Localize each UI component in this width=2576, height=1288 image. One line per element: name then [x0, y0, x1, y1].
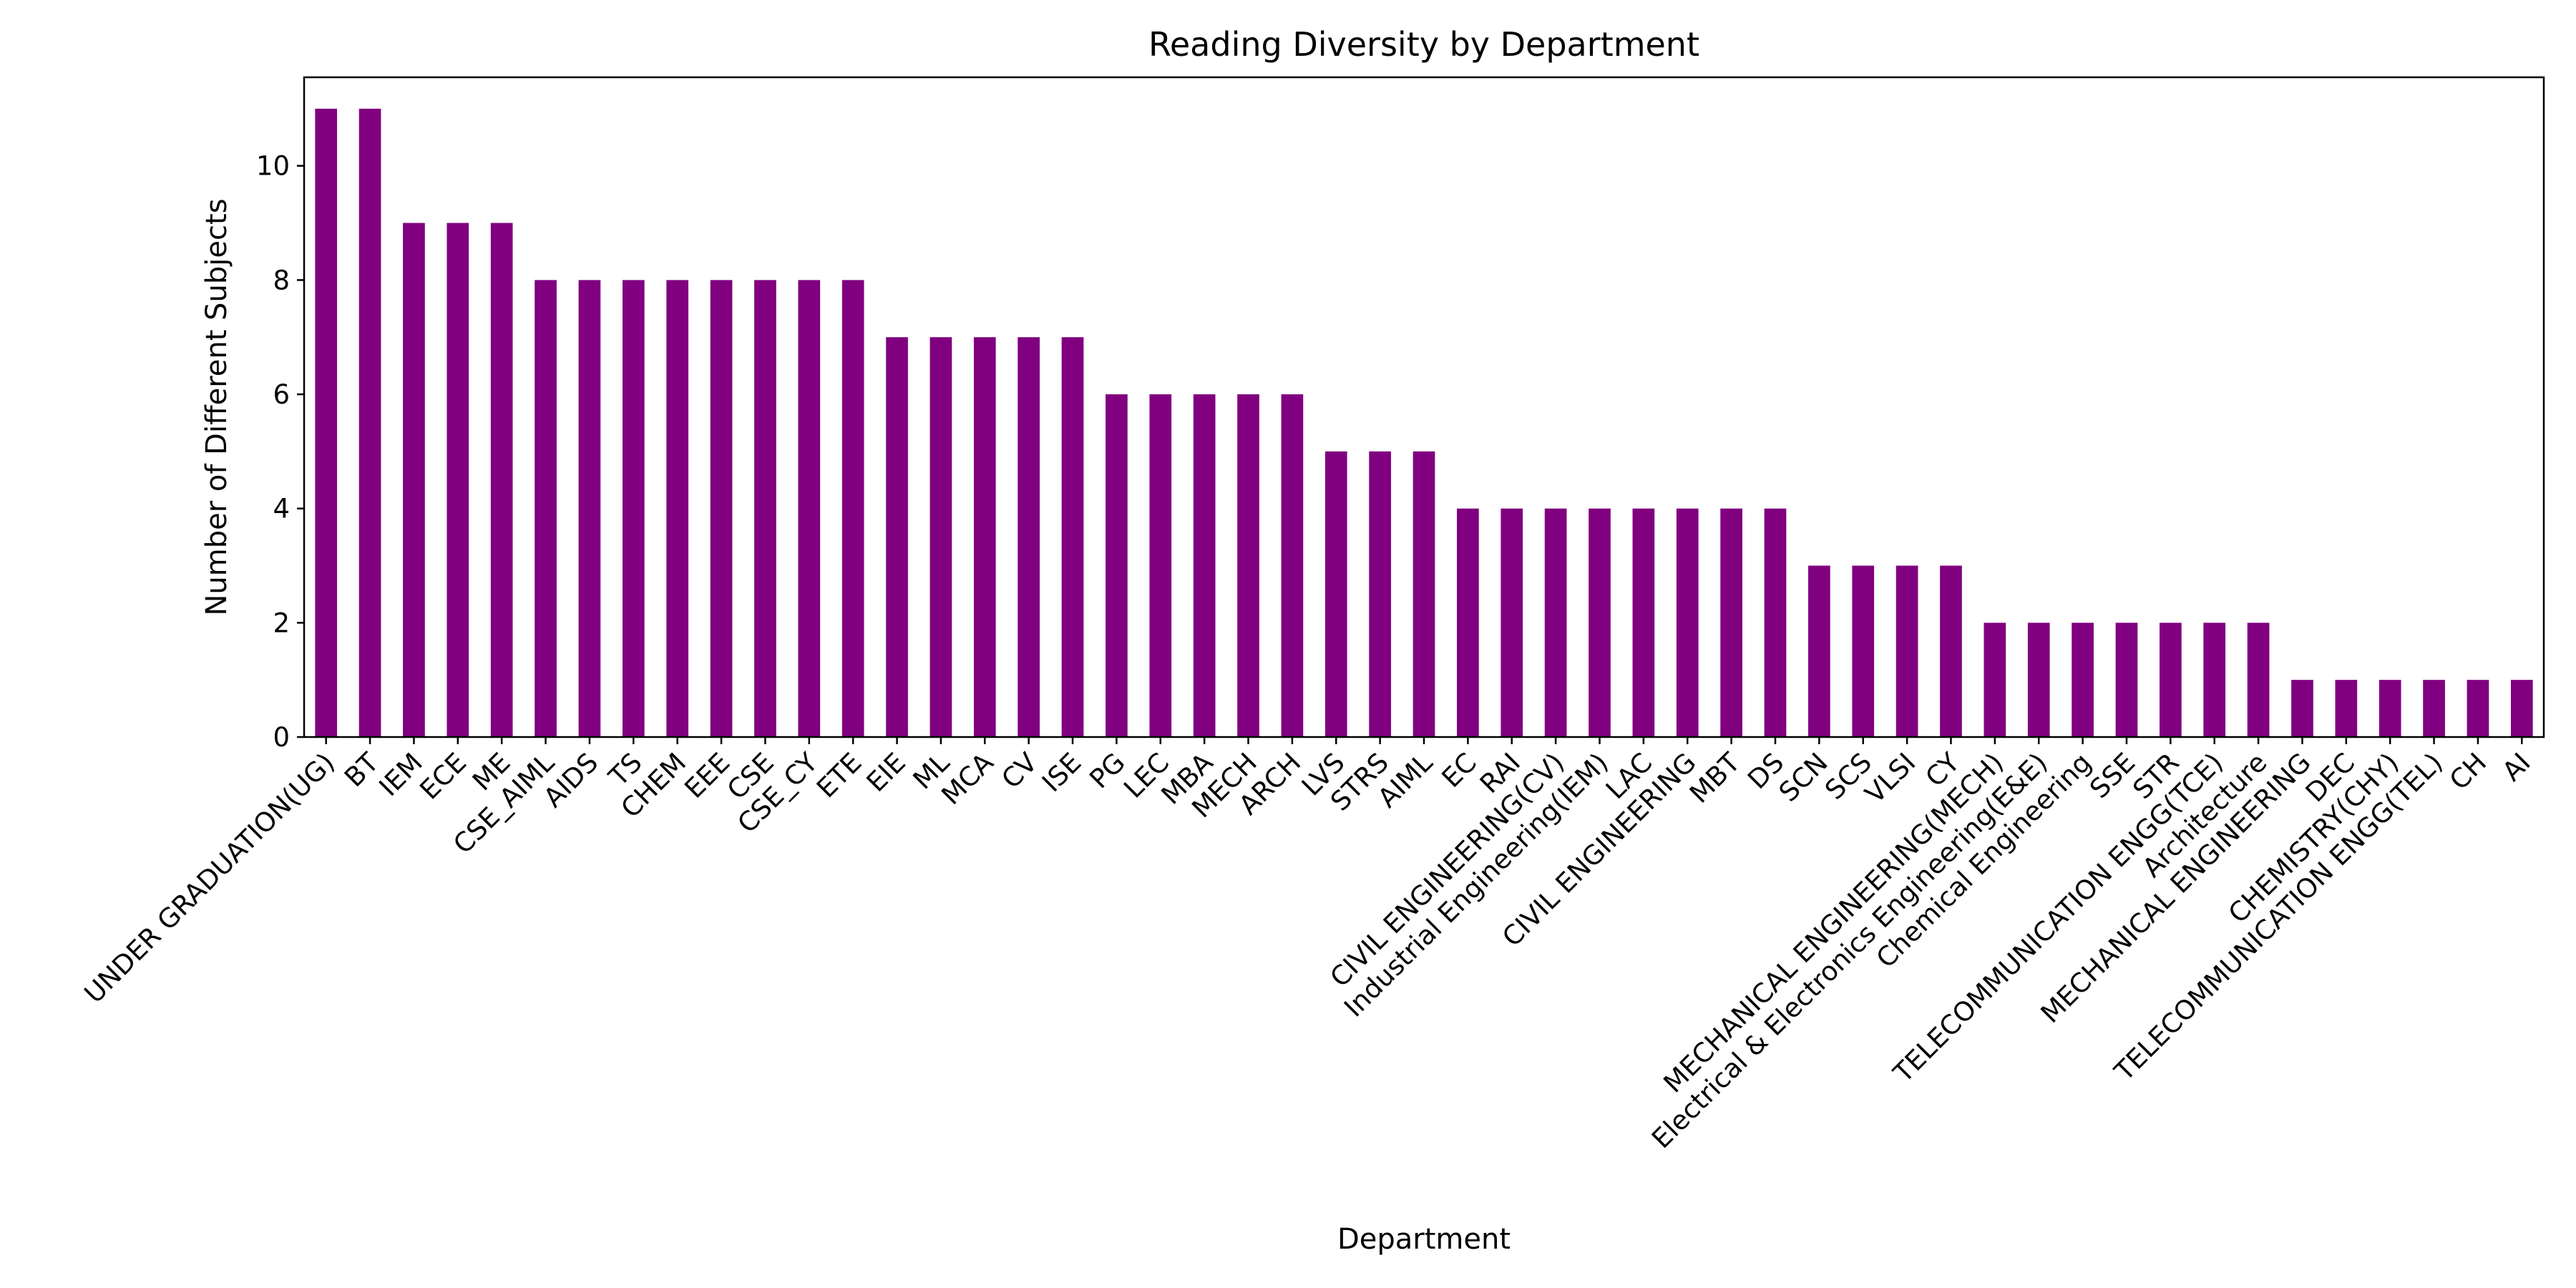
bar [447, 223, 469, 737]
x-tick-label: IEM [374, 747, 429, 802]
bar [2203, 623, 2226, 737]
x-tick-label: UNDER GRADUATION(UG) [79, 747, 341, 1009]
bar [2291, 680, 2313, 737]
y-axis: 0 2 4 6 8 10 [256, 151, 304, 753]
bar [798, 280, 821, 737]
bar [1106, 394, 1128, 737]
bar [1720, 508, 1742, 737]
bar [2510, 680, 2533, 737]
bar [1852, 565, 1875, 737]
bar [1808, 565, 1830, 737]
x-tick-label: VLSI [1859, 747, 1921, 809]
bar [1281, 394, 1304, 737]
y-tick-label: 2 [273, 608, 290, 638]
bar [1149, 394, 1172, 737]
bar [403, 223, 425, 737]
bar [1324, 451, 1347, 737]
bar [2027, 623, 2050, 737]
bar [1984, 623, 2006, 737]
bar [1237, 394, 1259, 737]
x-tick-label: EC [1436, 747, 1483, 794]
bar [1413, 451, 1435, 737]
bar [666, 280, 689, 737]
x-tick-label: AI [2497, 747, 2537, 787]
x-tick-label: SSE [2084, 747, 2141, 804]
bar [710, 280, 733, 737]
y-tick-label: 4 [273, 494, 290, 525]
x-tick-label: EIE [861, 747, 912, 798]
bar [2423, 680, 2445, 737]
bar [358, 108, 381, 737]
bar [1501, 508, 1523, 737]
x-tick-label: CV [995, 747, 1043, 795]
bar [973, 337, 996, 738]
bar [315, 108, 338, 737]
bar [2379, 680, 2401, 737]
y-tick-label: 6 [273, 379, 290, 410]
bar [841, 280, 864, 737]
bar [2115, 623, 2138, 737]
bar [2467, 680, 2489, 737]
x-axis-label: Department [1337, 1223, 1511, 1256]
y-tick-label: 8 [273, 265, 290, 296]
bar [1764, 508, 1787, 737]
bar [2247, 623, 2270, 737]
bar [578, 280, 601, 737]
bar [1589, 508, 1611, 737]
bar [622, 280, 645, 737]
x-tick-label: ECE [414, 747, 472, 806]
bar [1896, 565, 1918, 737]
bar [2159, 623, 2182, 737]
bar [1457, 508, 1479, 737]
x-tick-label: Electrical & Electronics Engineering(E&E… [1646, 747, 2053, 1154]
x-tick-label: CH [2444, 747, 2492, 796]
bar [2072, 623, 2094, 737]
bars-group [315, 108, 2533, 738]
bar [1018, 337, 1040, 738]
y-axis-label: Number of Different Subjects [200, 198, 233, 615]
bar [1676, 508, 1699, 737]
bar [1940, 565, 1962, 737]
y-tick-label: 10 [256, 151, 290, 182]
bar [535, 280, 557, 737]
x-tick-label: EEE [678, 747, 736, 804]
bar [1193, 394, 1216, 737]
y-tick-label: 0 [273, 722, 290, 753]
bar [1369, 451, 1391, 737]
bar [1632, 508, 1655, 737]
x-tick-label: ISE [1036, 747, 1087, 798]
bar [754, 280, 776, 737]
chart-title: Reading Diversity by Department [1148, 25, 1699, 64]
x-axis: UNDER GRADUATION(UG)BTIEMECEMECSE_AIMLAI… [79, 737, 2537, 1154]
bar [1544, 508, 1567, 737]
bar [490, 223, 513, 737]
x-tick-label: MCA [935, 747, 999, 811]
bar [1061, 337, 1084, 738]
bar [2335, 680, 2358, 737]
bar [886, 337, 908, 738]
bar [930, 337, 952, 738]
x-tick-label: MBT [1684, 747, 1746, 809]
x-tick-label: ETE [811, 747, 867, 804]
plot-frame [303, 76, 2545, 738]
